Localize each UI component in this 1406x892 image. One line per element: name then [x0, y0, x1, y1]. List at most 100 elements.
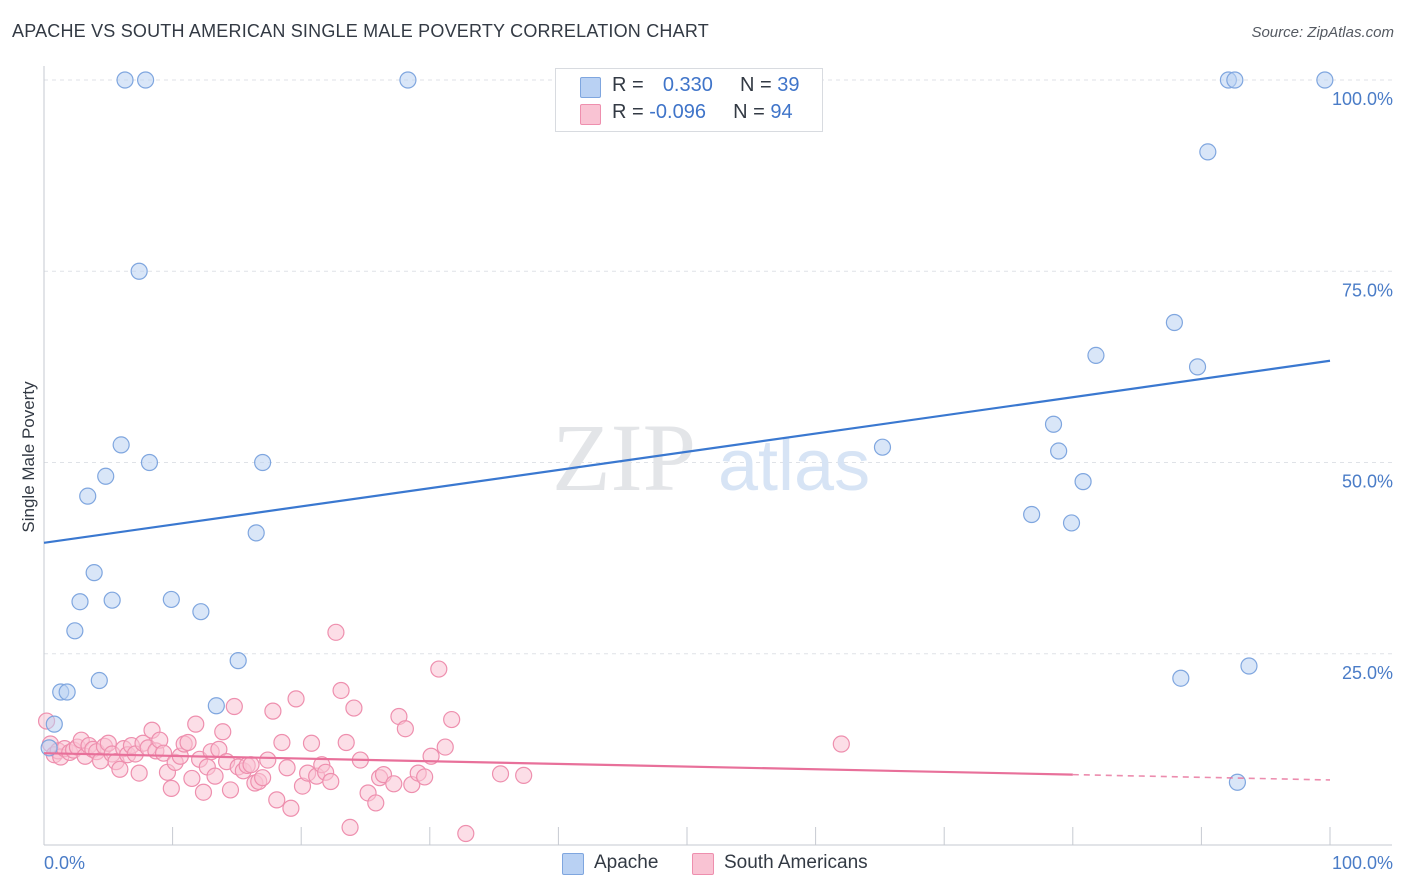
south-americans-point-84 [416, 768, 434, 786]
south-americans-point-37 [183, 769, 201, 788]
legend-r-label-apache: R = [612, 74, 650, 96]
correlation-legend: R = 0.330 N = 39 R = -0.096 N = 94 [555, 68, 823, 132]
apache-point-9 [1087, 346, 1105, 364]
apache-point-4 [1226, 71, 1244, 89]
bottom-legend-label-apache: Apache [594, 852, 659, 873]
apache-point-28 [66, 622, 84, 640]
bottom-legend-swatch-south-americans [692, 853, 714, 875]
south-americans-point-61 [282, 799, 300, 817]
south-americans-point-81 [396, 720, 414, 738]
south-americans-point-88 [443, 710, 461, 729]
apache-point-10 [1188, 358, 1207, 376]
apache-point-24 [71, 593, 89, 611]
south-americans-point-55 [254, 769, 272, 787]
apache-point-13 [873, 438, 892, 456]
y-tick-label-0: 100.0% [1332, 89, 1393, 109]
bottom-legend-swatch-apache [562, 853, 584, 875]
south-americans-point-60 [278, 759, 296, 777]
apache-point-35 [207, 697, 225, 715]
apache-point-6 [1199, 143, 1217, 161]
south-americans-point-92 [515, 766, 533, 784]
apache-point-37 [40, 739, 58, 757]
south-americans-point-36 [179, 733, 197, 752]
south-americans-trend-line-extension [1072, 773, 1331, 781]
south-americans-point-40 [194, 783, 213, 801]
y-tick-label-1: 75.0% [1342, 280, 1393, 300]
tick-labels: 100.0% 75.0% 50.0% 25.0% 0.0% 100.0% [44, 89, 1393, 873]
legend-text-south-americans: R = -0.096 N = 94 [612, 101, 793, 124]
south-americans-point-32 [162, 779, 180, 797]
apache-point-12 [112, 436, 130, 454]
south-americans-point-58 [268, 791, 286, 809]
apache-point-19 [79, 487, 97, 505]
apache-point-15 [254, 453, 272, 472]
apache-point-32 [1172, 669, 1190, 687]
apache-points [40, 71, 1334, 791]
south-americans-point-30 [154, 744, 173, 762]
south-americans-point-89 [341, 818, 359, 837]
apache-point-21 [1062, 514, 1081, 532]
legend-n-label-south: N = [733, 101, 771, 123]
bottom-legend-label-south-americans: South Americans [724, 852, 868, 873]
south-americans-point-59 [273, 733, 291, 752]
south-americans-point-56 [259, 751, 277, 769]
watermark: ZIP atlas [552, 404, 870, 511]
apache-point-11 [1044, 415, 1063, 433]
south-americans-point-73 [345, 699, 363, 717]
y-tick-label-3: 25.0% [1342, 663, 1393, 683]
apache-point-27 [192, 603, 210, 621]
trend-lines [43, 359, 1331, 781]
south-americans-point-47 [221, 781, 240, 799]
south-americans-point-38 [187, 715, 205, 733]
south-americans-point-65 [302, 734, 321, 752]
legend-r-value-south: -0.096 [649, 101, 706, 123]
south-americans-point-91 [491, 765, 510, 783]
south-americans-point-87 [436, 738, 454, 756]
apache-point-34 [58, 683, 76, 701]
legend-n-value-apache: 39 [777, 74, 800, 96]
apache-point-22 [247, 524, 265, 542]
south-americans-point-43 [206, 767, 224, 785]
apache-point-25 [103, 591, 121, 609]
apache-point-1 [136, 71, 155, 89]
y-axis-label: Single Male Poverty [19, 381, 38, 533]
legend-n-label-apache: N = [740, 74, 778, 96]
apache-point-36 [45, 715, 63, 733]
apache-point-5 [1316, 71, 1334, 89]
apache-trend-line [43, 359, 1331, 544]
south-americans-point-76 [367, 794, 385, 812]
apache-point-23 [85, 564, 103, 582]
apache-point-30 [1240, 657, 1258, 675]
apache-point-0 [116, 71, 134, 89]
south-americans-trend-line [43, 752, 1073, 776]
apache-point-7 [130, 262, 148, 280]
south-americans-point-62 [287, 690, 305, 708]
watermark-zip: ZIP [552, 404, 696, 511]
apache-point-18 [1074, 473, 1092, 491]
south-americans-point-90 [457, 824, 475, 843]
apache-point-20 [1023, 505, 1041, 524]
apache-point-26 [162, 590, 180, 609]
legend-n-value-south: 94 [770, 101, 793, 123]
apache-point-17 [97, 467, 115, 485]
south-americans-point-70 [327, 623, 345, 641]
legend-r-label-south: R = [612, 101, 650, 123]
apache-point-38 [1228, 773, 1247, 791]
apache-point-16 [1050, 442, 1068, 460]
south-americans-point-71 [332, 681, 350, 700]
south-americans-point-19 [111, 760, 129, 778]
south-americans-point-48 [225, 697, 243, 716]
legend-text-apache: R = 0.330 N = 39 [612, 74, 800, 97]
chart-title: APACHE VS SOUTH AMERICAN SINGLE MALE POV… [12, 21, 709, 41]
watermark-atlas: atlas [718, 426, 870, 506]
x-tick-label-0: 0.0% [44, 853, 85, 873]
south-americans-point-57 [264, 702, 282, 720]
south-americans-point-72 [337, 733, 355, 752]
south-americans-point-24 [130, 764, 148, 782]
south-americans-point-45 [214, 723, 232, 741]
apache-point-2 [399, 71, 417, 89]
y-tick-label-2: 50.0% [1342, 472, 1393, 492]
south-americans-point-93 [832, 735, 850, 753]
x-tick-label-1: 100.0% [1332, 853, 1393, 873]
